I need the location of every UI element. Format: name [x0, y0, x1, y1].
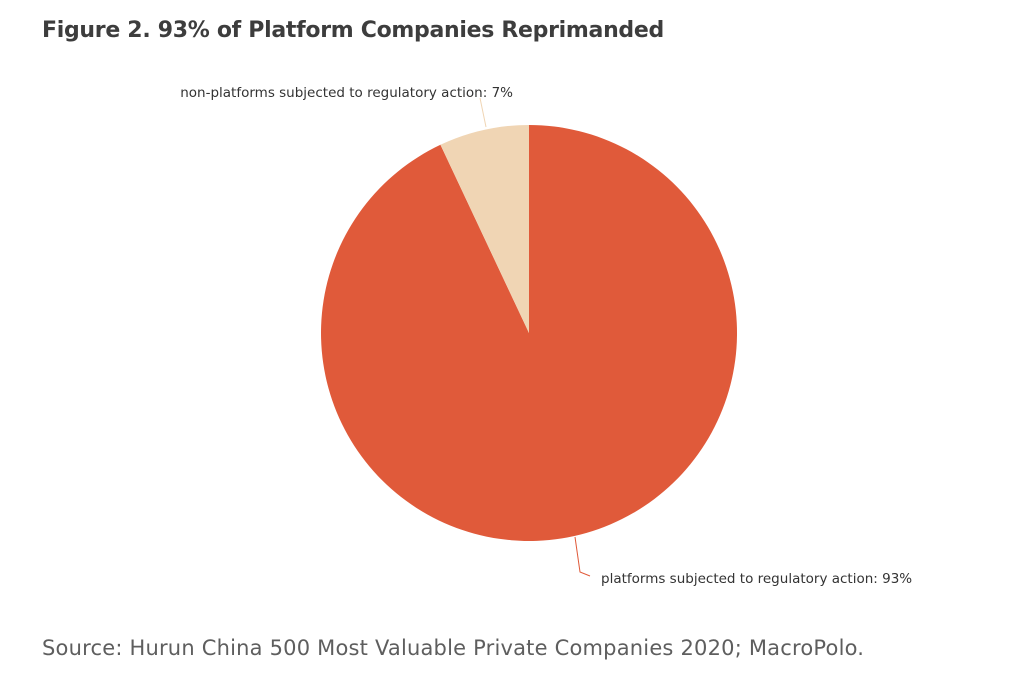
pie-label-leader-lines	[479, 97, 591, 577]
pie-labels: platforms subjected to regulatory action…	[180, 85, 912, 587]
pie-slice-platforms	[321, 125, 738, 542]
slice-label-platforms: platforms subjected to regulatory action…	[601, 571, 912, 587]
source-note: Source: Hurun China 500 Most Valuable Pr…	[42, 636, 865, 660]
slice-label-non-platforms: non-platforms subjected to regulatory ac…	[180, 85, 513, 101]
pie-slice-non-platforms	[440, 125, 529, 333]
pie-slices	[321, 125, 738, 542]
chart-title: Figure 2. 93% of Platform Companies Repr…	[42, 18, 664, 43]
leader-line-non-platforms	[479, 97, 487, 128]
leader-line-platforms	[574, 536, 591, 577]
